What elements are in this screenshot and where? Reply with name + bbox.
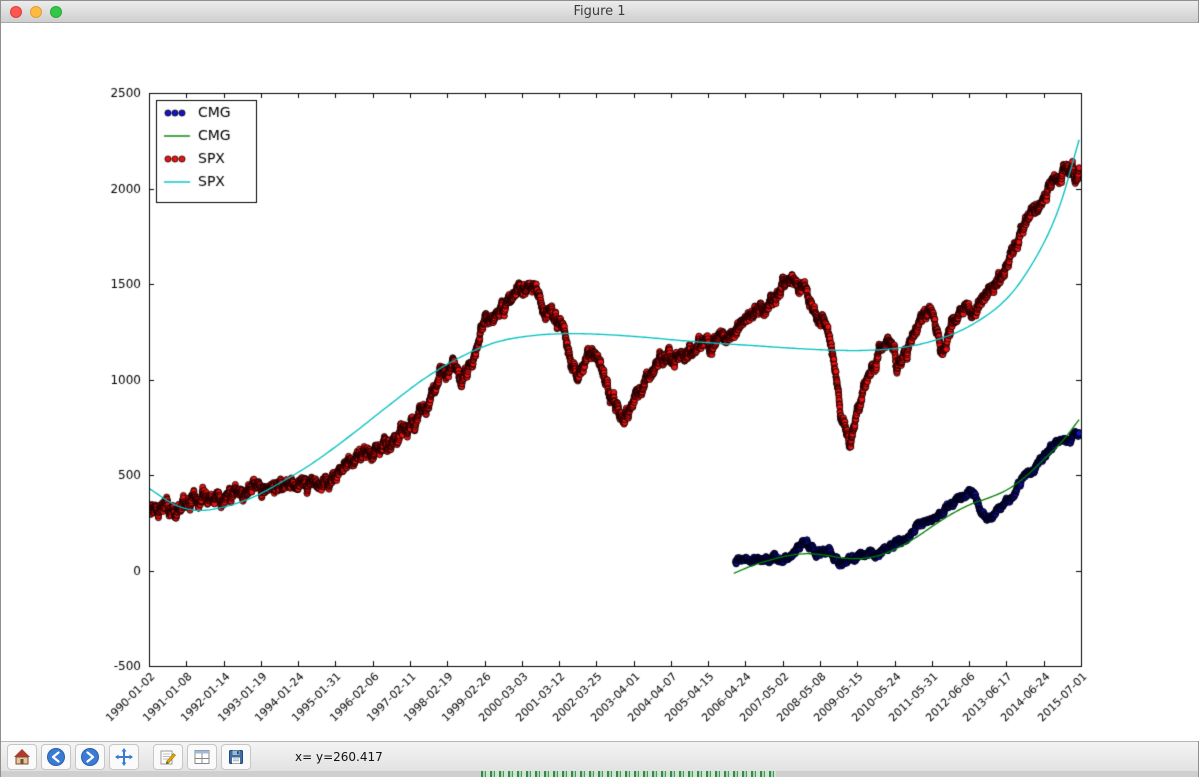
forward-arrow-icon [81,747,99,766]
edit-parameters-button[interactable] [153,743,183,770]
window-titlebar: Figure 1 [1,1,1198,23]
matplotlib-toolbar: x= y=260.417 [1,741,1198,771]
zoom-window-button[interactable] [50,6,62,18]
cursor-position-readout: x= y=260.417 [295,749,383,764]
background-strip [1,771,1198,777]
forward-button[interactable] [75,743,105,770]
save-button[interactable] [221,743,251,770]
minimize-button[interactable] [30,6,42,18]
figure-canvas-area [1,23,1199,741]
pan-move-icon [115,747,133,766]
home-icon [14,748,30,764]
save-floppy-icon [229,749,243,764]
window-title: Figure 1 [573,4,626,19]
back-button[interactable] [41,743,71,770]
configure-subplots-button[interactable] [187,743,217,770]
close-button[interactable] [10,6,22,18]
pencil-paper-icon [160,750,176,764]
home-button[interactable] [7,743,37,770]
traffic-lights [10,1,62,23]
subplots-grid-icon [194,749,210,764]
back-arrow-icon [47,747,65,766]
figure-canvas[interactable] [1,23,1199,741]
pan-button[interactable] [109,743,139,770]
background-terminal-glimpse [481,771,776,777]
